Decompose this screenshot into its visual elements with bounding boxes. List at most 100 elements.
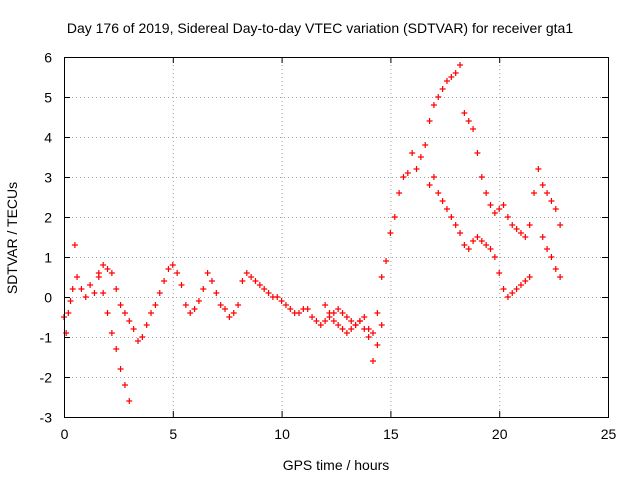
data-point-secondary <box>356 318 363 324</box>
data-point-primary <box>422 142 429 148</box>
data-point-secondary <box>448 214 455 220</box>
data-point-secondary <box>500 286 507 292</box>
data-point-primary <box>208 278 215 284</box>
data-point-primary <box>126 318 133 324</box>
data-point-secondary <box>95 274 102 280</box>
x-tick-label: 25 <box>601 426 617 442</box>
data-point-secondary <box>121 382 128 388</box>
data-point-primary <box>143 322 150 328</box>
data-point-primary <box>195 298 202 304</box>
data-point-primary <box>526 222 533 228</box>
data-point-primary <box>539 182 546 188</box>
data-point-primary <box>404 170 411 176</box>
data-point-primary <box>243 270 250 276</box>
data-point-primary <box>369 330 376 336</box>
data-point-secondary <box>117 366 124 372</box>
data-point-primary <box>265 290 272 296</box>
data-point-primary <box>117 302 124 308</box>
y-tick-label: 4 <box>44 130 52 146</box>
data-point-primary <box>91 290 98 296</box>
data-point-primary <box>187 310 194 316</box>
data-point-primary <box>374 310 381 316</box>
data-point-primary <box>134 338 141 344</box>
x-axis-label: GPS time / hours <box>283 457 390 473</box>
data-point-primary <box>235 302 242 308</box>
data-point-primary <box>313 318 320 324</box>
data-point-primary <box>213 290 220 296</box>
data-point-primary <box>409 150 416 156</box>
data-point-secondary <box>426 182 433 188</box>
data-point-primary <box>252 278 259 284</box>
data-point-secondary <box>548 254 555 260</box>
data-point-primary <box>513 226 520 232</box>
data-point-primary <box>130 326 137 332</box>
data-point-secondary <box>504 294 511 300</box>
data-point-primary <box>71 242 78 248</box>
data-point-primary <box>500 202 507 208</box>
data-point-primary <box>439 86 446 92</box>
data-point-primary <box>82 294 89 300</box>
data-point-primary <box>278 298 285 304</box>
data-point-primary <box>465 118 472 124</box>
data-point-primary <box>487 202 494 208</box>
plot-frame <box>64 57 609 418</box>
data-point-primary <box>67 298 74 304</box>
data-point-secondary <box>435 190 442 196</box>
data-point-primary <box>248 274 255 280</box>
data-point-primary <box>182 302 189 308</box>
data-point-primary <box>148 310 155 316</box>
data-point-secondary <box>443 206 450 212</box>
data-point-secondary <box>343 330 350 336</box>
data-point-primary <box>343 314 350 320</box>
data-point-primary <box>348 318 355 324</box>
data-point-secondary <box>452 222 459 228</box>
data-point-primary <box>435 94 442 100</box>
y-tick-label: 5 <box>44 90 52 106</box>
data-point-secondary <box>522 278 529 284</box>
data-point-secondary <box>374 342 381 348</box>
data-point-secondary <box>104 310 111 316</box>
data-point-secondary <box>352 322 359 328</box>
data-point-primary <box>256 282 263 288</box>
data-point-primary <box>448 74 455 80</box>
data-point-secondary <box>474 234 481 240</box>
y-tick-label: -2 <box>40 370 53 386</box>
data-point-primary <box>100 262 107 268</box>
data-point-primary <box>474 150 481 156</box>
data-point-secondary <box>378 322 385 328</box>
data-point-secondary <box>339 326 346 332</box>
data-point-primary <box>287 306 294 312</box>
data-point-secondary <box>478 238 485 244</box>
data-point-secondary <box>470 238 477 244</box>
data-point-primary <box>174 270 181 276</box>
y-tick-label: -3 <box>40 410 53 426</box>
data-point-primary <box>87 282 94 288</box>
data-point-primary <box>113 286 120 292</box>
data-point-primary <box>413 166 420 172</box>
data-point-secondary <box>526 274 533 280</box>
data-point-secondary <box>539 234 546 240</box>
data-point-primary <box>535 166 542 172</box>
data-point-secondary <box>483 242 490 248</box>
data-point-primary <box>548 198 555 204</box>
data-point-secondary <box>544 246 551 252</box>
data-point-primary <box>296 310 303 316</box>
data-point-secondary <box>330 318 337 324</box>
data-point-primary <box>200 286 207 292</box>
x-tick-label: 0 <box>61 426 69 442</box>
data-point-primary <box>517 230 524 236</box>
chart-title: Day 176 of 2019, Sidereal Day-to-day VTE… <box>67 20 574 36</box>
data-point-primary <box>396 190 403 196</box>
data-point-primary <box>417 154 424 160</box>
data-point-primary <box>230 310 237 316</box>
data-point-secondary <box>487 246 494 252</box>
data-point-primary <box>69 286 76 292</box>
data-point-primary <box>139 334 146 340</box>
data-point-primary <box>400 174 407 180</box>
data-point-primary <box>461 110 468 116</box>
data-point-primary <box>282 302 289 308</box>
data-point-primary <box>387 230 394 236</box>
data-point-primary <box>470 126 477 132</box>
data-point-secondary <box>348 326 355 332</box>
